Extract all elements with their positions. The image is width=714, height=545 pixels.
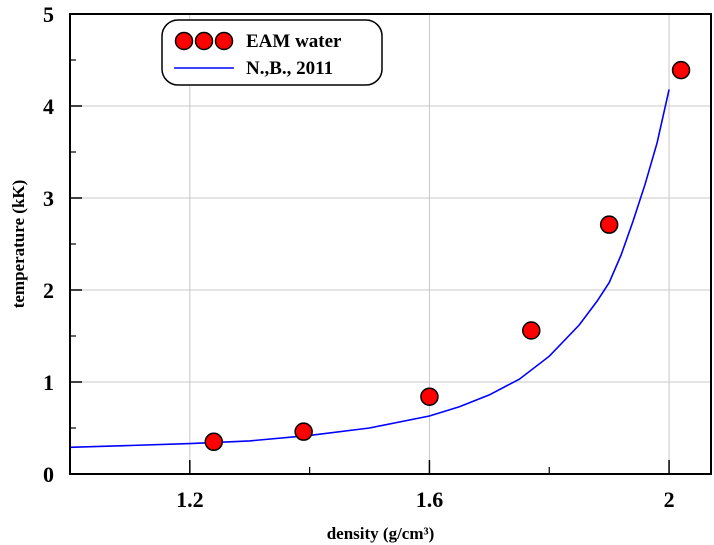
legend: EAM water N.,B., 2011 [161,19,383,86]
plot-series [69,60,691,452]
y-axis-label: temperature (kK) [9,180,28,309]
legend-marker [194,31,214,51]
legend-label: N.,B., 2011 [246,58,333,79]
axes: 1.2 1.6 2 0 1 2 3 4 5 [43,2,675,512]
y-tick-label: 3 [43,186,54,211]
legend-marker [174,31,194,51]
x-axis-label: density (g/cm³) [327,524,435,543]
x-tick-label: 1.6 [416,487,444,512]
y-tick-label: 2 [43,278,54,303]
y-tick-label: 1 [43,370,54,395]
y-tick-label: 5 [43,2,54,27]
legend-label: EAM water [246,31,342,52]
grid-lines [70,14,711,474]
plot-frame [69,13,712,475]
data-point [420,387,439,406]
data-point [671,60,691,80]
data-point [294,422,313,441]
data-point [599,215,619,234]
series-line [69,89,670,449]
data-point [522,321,541,340]
x-tick-label: 1.2 [176,487,204,512]
y-tick-label: 4 [43,94,54,119]
legend-marker [214,31,234,51]
y-tick-label: 0 [43,462,54,487]
x-tick-label: 2 [664,487,675,512]
data-point [204,432,224,452]
